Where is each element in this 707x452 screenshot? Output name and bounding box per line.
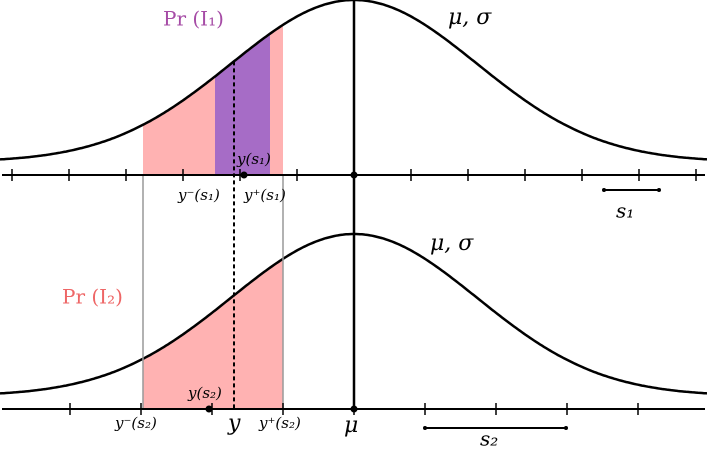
point-dot xyxy=(205,405,213,413)
upper-label: y⁺(s₂) xyxy=(258,414,301,432)
interval-region xyxy=(215,33,270,176)
mean-label: μ xyxy=(344,413,358,438)
point-dot xyxy=(240,171,248,179)
lower-label: y⁻(s₁) xyxy=(177,186,220,204)
scale-end xyxy=(564,426,568,430)
interval-region xyxy=(143,258,283,409)
curve-label: μ, σ xyxy=(448,5,492,30)
curve-label: μ, σ xyxy=(430,231,474,256)
prob-label: Pr (I₁) xyxy=(163,7,224,31)
upper-label: y⁺(s₁) xyxy=(243,186,286,204)
scale-label: s₁ xyxy=(616,199,634,223)
lower-label: y⁻(s₂) xyxy=(114,414,157,432)
scale-end xyxy=(602,188,606,192)
shapes xyxy=(0,0,707,430)
mean-dot xyxy=(350,171,358,179)
mean-dot xyxy=(350,405,358,413)
scale-end xyxy=(423,426,427,430)
scale-end xyxy=(657,188,661,192)
scale-label: s₂ xyxy=(480,427,498,451)
point-label: y(s₁) xyxy=(236,150,271,168)
prob-label: Pr (I₂) xyxy=(62,285,123,309)
y-label: y xyxy=(227,411,241,436)
point-label: y(s₂) xyxy=(187,384,222,402)
curve xyxy=(0,0,707,161)
